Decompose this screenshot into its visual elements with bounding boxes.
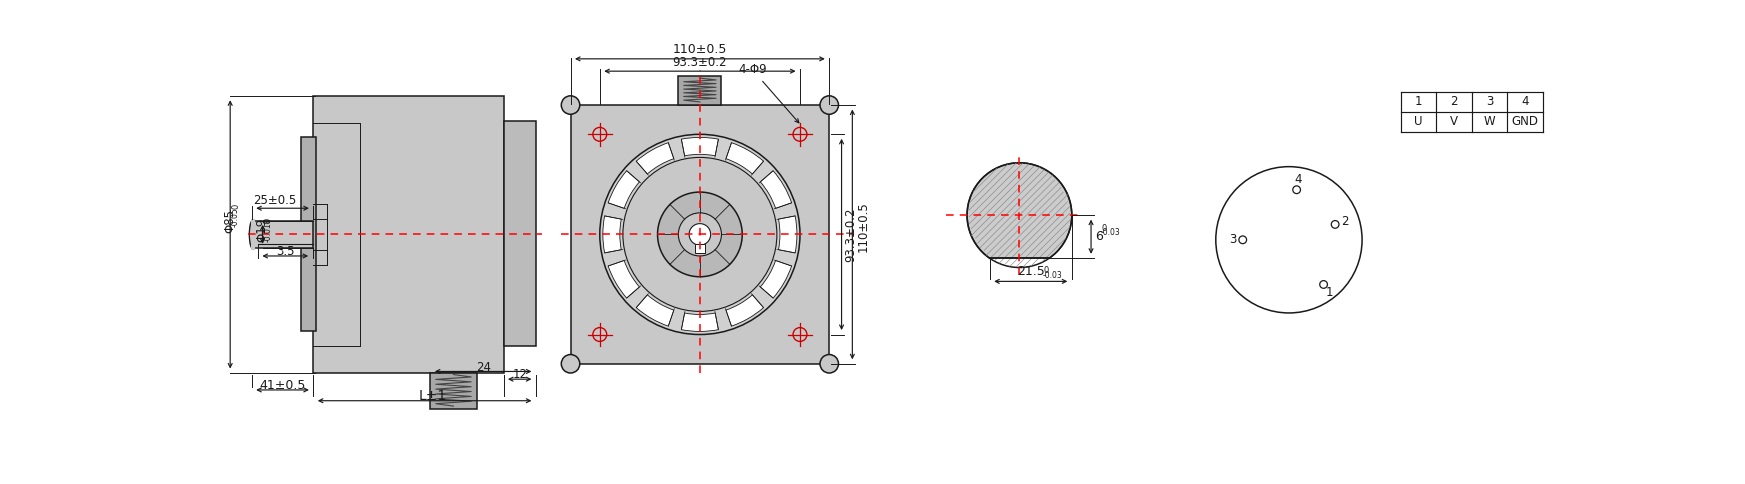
Wedge shape xyxy=(726,143,764,174)
Wedge shape xyxy=(778,216,797,253)
Text: 25±0.5: 25±0.5 xyxy=(253,194,297,207)
Text: 4: 4 xyxy=(1522,95,1529,108)
Wedge shape xyxy=(637,295,674,326)
Polygon shape xyxy=(571,105,829,364)
Text: 41±0.5: 41±0.5 xyxy=(260,379,305,392)
Circle shape xyxy=(623,157,777,311)
Text: 0: 0 xyxy=(1101,224,1106,233)
Polygon shape xyxy=(989,258,1049,269)
Text: 24: 24 xyxy=(476,361,490,374)
Text: 2: 2 xyxy=(1450,95,1457,108)
Wedge shape xyxy=(681,313,719,332)
Text: -0.03: -0.03 xyxy=(1101,228,1120,238)
Text: 3: 3 xyxy=(1487,95,1494,108)
Circle shape xyxy=(658,192,742,277)
Polygon shape xyxy=(695,244,705,253)
Text: 6: 6 xyxy=(1094,230,1103,243)
Text: -0.03: -0.03 xyxy=(1044,271,1063,280)
Text: 93.3±0.2: 93.3±0.2 xyxy=(845,207,857,262)
Text: Φ85: Φ85 xyxy=(223,209,236,232)
Text: Φ19: Φ19 xyxy=(255,218,269,242)
Circle shape xyxy=(1216,166,1363,313)
Text: 3.5: 3.5 xyxy=(276,245,295,258)
Polygon shape xyxy=(314,96,504,373)
Polygon shape xyxy=(431,373,476,409)
Text: 1: 1 xyxy=(1326,286,1333,299)
Text: 0: 0 xyxy=(263,218,272,223)
Text: 93.3±0.2: 93.3±0.2 xyxy=(672,56,728,69)
Wedge shape xyxy=(681,137,719,156)
Text: 3: 3 xyxy=(1228,233,1237,246)
Polygon shape xyxy=(251,221,314,248)
Circle shape xyxy=(600,134,799,334)
Text: L±1: L±1 xyxy=(419,389,447,403)
Text: GND: GND xyxy=(1511,116,1539,128)
Circle shape xyxy=(562,96,579,114)
Text: 21.5: 21.5 xyxy=(1017,265,1045,278)
Polygon shape xyxy=(679,76,721,105)
Text: U: U xyxy=(1413,116,1422,128)
Circle shape xyxy=(967,163,1071,268)
Wedge shape xyxy=(602,216,621,253)
Text: -0.05: -0.05 xyxy=(230,208,241,227)
Text: 0: 0 xyxy=(230,204,241,209)
Circle shape xyxy=(820,354,839,373)
Wedge shape xyxy=(726,295,764,326)
Circle shape xyxy=(1293,186,1300,194)
Text: -0.018: -0.018 xyxy=(263,218,272,242)
Text: V: V xyxy=(1450,116,1459,128)
Text: 1: 1 xyxy=(1415,95,1422,108)
Text: 4: 4 xyxy=(1295,173,1302,186)
Circle shape xyxy=(1319,281,1328,288)
Circle shape xyxy=(820,96,839,114)
Circle shape xyxy=(562,354,579,373)
Circle shape xyxy=(679,213,721,256)
Circle shape xyxy=(1331,221,1338,228)
Circle shape xyxy=(1239,236,1246,243)
Wedge shape xyxy=(609,260,639,298)
Text: 4-Φ9: 4-Φ9 xyxy=(738,63,799,123)
Text: 0: 0 xyxy=(1044,266,1049,275)
Wedge shape xyxy=(761,260,792,298)
Text: 2: 2 xyxy=(1340,215,1349,228)
Wedge shape xyxy=(761,171,792,208)
Text: 12: 12 xyxy=(513,368,527,381)
Wedge shape xyxy=(609,171,639,208)
Polygon shape xyxy=(504,121,536,346)
Wedge shape xyxy=(637,143,674,174)
Polygon shape xyxy=(302,136,316,331)
Text: 110±0.5: 110±0.5 xyxy=(857,201,869,252)
Circle shape xyxy=(689,224,710,245)
Text: 110±0.5: 110±0.5 xyxy=(674,43,728,56)
Text: W: W xyxy=(1483,116,1495,128)
